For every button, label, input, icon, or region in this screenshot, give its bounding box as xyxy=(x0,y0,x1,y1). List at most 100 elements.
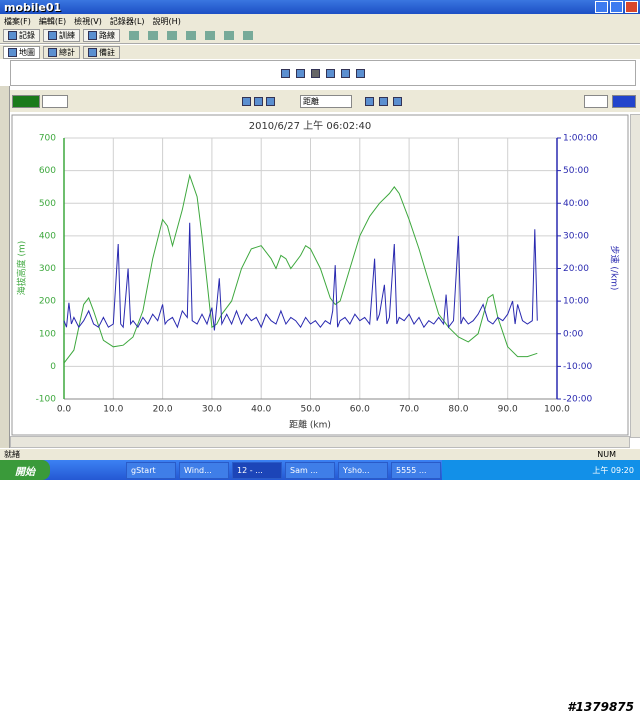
toolbar-button[interactable]: 路線 xyxy=(83,29,120,42)
menu-bar: 檔案(F) 編輯(E) 檢視(V) 記錄器(L) 說明(H) xyxy=(0,14,640,28)
menu-item[interactable]: 檔案(F) xyxy=(0,16,35,27)
tool-icon[interactable] xyxy=(243,31,253,40)
y-tick-label: 400 xyxy=(39,231,56,241)
minimize-button[interactable] xyxy=(595,1,608,13)
side-panel xyxy=(0,86,10,448)
x-axis-label: 距離 (km) xyxy=(289,419,331,431)
y2-tick-label: 30:00 xyxy=(563,231,589,241)
icon xyxy=(88,47,97,57)
y2-axis-label: 步速 (/km) xyxy=(609,246,620,291)
tab-bar: 地圖 總計 備註 xyxy=(0,45,640,59)
window-buttons xyxy=(595,1,640,13)
task-button-label: Ysho... xyxy=(343,465,370,475)
tool-icon[interactable] xyxy=(186,31,196,40)
flag-tool[interactable] xyxy=(311,68,320,78)
y-tick-label: 200 xyxy=(39,297,56,307)
zoom-buttons xyxy=(365,96,402,106)
toolbar-button-label: 路線 xyxy=(99,31,115,40)
task-button[interactable]: Ysho... xyxy=(338,461,388,479)
task-list: gStart Wind... 12 - ... Sam ... Ysho... 5555 … xyxy=(126,461,441,479)
status-bar: 就緒 NUM xyxy=(0,449,640,460)
tab[interactable]: 備註 xyxy=(83,45,120,59)
menu-item[interactable]: 檢視(V) xyxy=(70,16,106,27)
zoom-in[interactable] xyxy=(326,68,335,78)
tool-icon[interactable] xyxy=(224,31,234,40)
menu-item[interactable]: 記錄器(L) xyxy=(106,16,149,27)
start-button[interactable]: 開始 xyxy=(0,460,50,480)
distance-select[interactable]: 距離 xyxy=(300,94,352,108)
y-tick-label: 600 xyxy=(39,166,56,176)
y2-tick-label: 1:00:00 xyxy=(563,134,598,144)
task-button-label: Sam ... xyxy=(290,465,318,475)
task-button[interactable]: 12 - ... xyxy=(232,461,282,479)
task-button-label: Wind... xyxy=(184,465,212,475)
menu-item[interactable]: 編輯(E) xyxy=(35,16,70,27)
zoom-out[interactable] xyxy=(379,96,388,106)
zoom-out[interactable] xyxy=(341,68,350,78)
logo: mobile01 xyxy=(4,0,62,14)
x-tick-label: 10.0 xyxy=(103,405,123,415)
tool-icon[interactable] xyxy=(205,31,215,40)
y2-tick-label: -10:00 xyxy=(563,362,592,372)
chart-panel xyxy=(11,114,629,436)
y2-tick-label: 50:00 xyxy=(563,166,589,176)
menu-item[interactable]: 說明(H) xyxy=(149,16,185,27)
toolbar-button-label: 訓練 xyxy=(59,31,75,40)
task-button[interactable]: Sam ... xyxy=(285,461,335,479)
view-button[interactable] xyxy=(254,96,263,106)
pan-tool[interactable] xyxy=(281,68,290,78)
task-button[interactable]: Wind... xyxy=(179,461,229,479)
tool-icon[interactable] xyxy=(167,31,177,40)
x-tick-label: 20.0 xyxy=(153,405,173,415)
y2-tick-label: 40:00 xyxy=(563,199,589,209)
x-tick-label: 50.0 xyxy=(300,405,320,415)
color-picker[interactable] xyxy=(12,94,40,108)
x-tick-label: 100.0 xyxy=(544,405,570,415)
zoom-in[interactable] xyxy=(365,96,374,106)
close-button[interactable] xyxy=(625,1,638,13)
clock: 上午 09:20 xyxy=(592,465,634,475)
task-button[interactable]: gStart xyxy=(126,461,176,479)
watermark: #1379875 xyxy=(567,700,634,714)
toolbar-button[interactable]: 記錄 xyxy=(3,29,40,42)
toolbar: 記錄 訓練 路線 xyxy=(0,28,640,44)
zoom-tool[interactable] xyxy=(296,68,305,78)
style-picker-2[interactable] xyxy=(584,94,608,108)
task-button-label: 5555 ... xyxy=(396,465,427,475)
y-axis-label: 海拔高度 (m) xyxy=(16,241,28,296)
icon xyxy=(88,31,97,40)
system-tray: 上午 09:20 xyxy=(442,460,640,480)
x-tick-label: 70.0 xyxy=(399,405,419,415)
zoom-fit[interactable] xyxy=(356,68,365,78)
tab[interactable]: 總計 xyxy=(43,45,80,59)
tool-icon[interactable] xyxy=(148,31,158,40)
toolbar-button[interactable]: 訓練 xyxy=(43,29,80,42)
icon xyxy=(48,47,57,57)
menu-item-label: 檔案(F) xyxy=(4,16,31,26)
menu-item-label: 說明(H) xyxy=(152,16,181,26)
view-button[interactable] xyxy=(266,96,275,106)
y-tick-label: -100 xyxy=(36,395,57,405)
color-picker-2[interactable] xyxy=(612,94,636,108)
x-tick-label: 0.0 xyxy=(57,405,72,415)
style-picker[interactable] xyxy=(42,94,68,108)
tab-label: 備註 xyxy=(99,47,115,57)
x-tick-label: 40.0 xyxy=(251,405,271,415)
tab[interactable]: 地圖 xyxy=(3,45,40,59)
view-button[interactable] xyxy=(242,96,251,106)
y2-tick-label: 20:00 xyxy=(563,264,589,274)
task-button[interactable]: 5555 ... xyxy=(391,461,441,479)
status-text: 就緒 xyxy=(4,450,20,459)
maximize-button[interactable] xyxy=(610,1,623,13)
h-scrollbar[interactable] xyxy=(10,436,630,448)
menu-item-label: 編輯(E) xyxy=(38,16,67,26)
chart-toolbar: 距離 xyxy=(0,90,640,112)
menu-item-label: 記錄器(L) xyxy=(109,16,145,26)
x-tick-label: 90.0 xyxy=(498,405,518,415)
v-scrollbar[interactable] xyxy=(630,114,640,438)
zoom-fit[interactable] xyxy=(393,96,402,106)
series-line xyxy=(63,222,538,331)
tool-icon[interactable] xyxy=(129,31,139,40)
y-tick-label: 300 xyxy=(39,264,56,274)
